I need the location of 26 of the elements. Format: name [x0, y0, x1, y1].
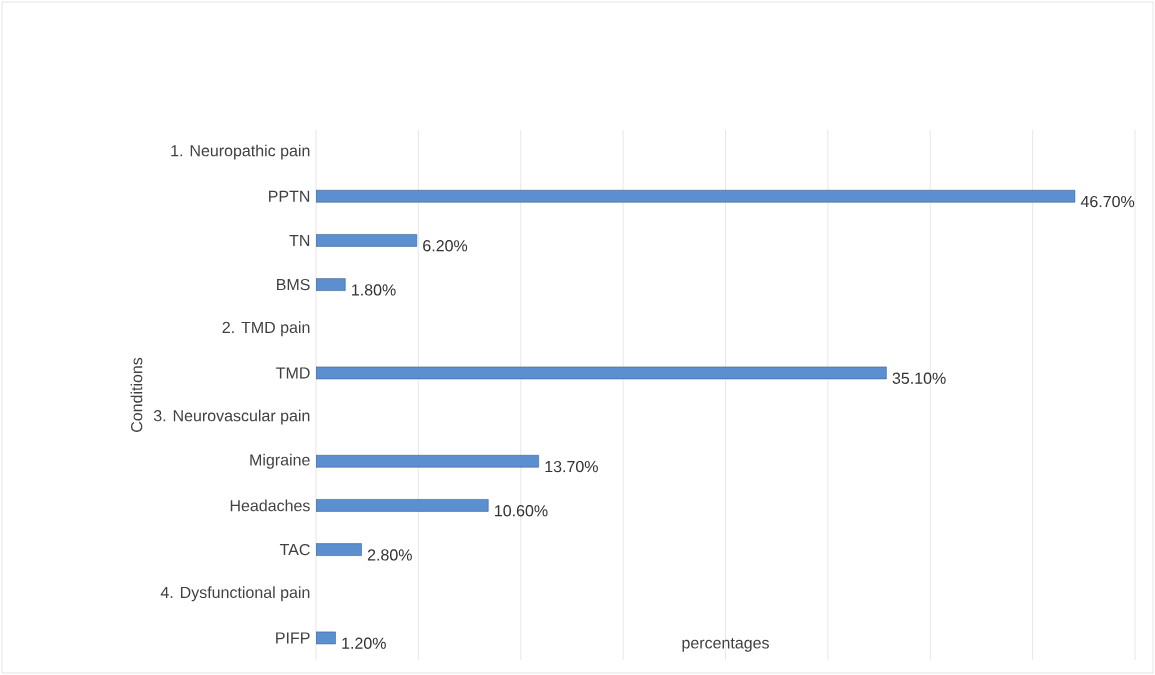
data-label: 46.70%: [1080, 195, 1135, 208]
y-tick-label: Headaches: [230, 499, 310, 512]
y-axis-title: Conditions: [130, 357, 143, 432]
y-tick-label: PIFP: [276, 632, 310, 644]
y-tick-label: PPTN: [269, 190, 310, 202]
bar: [316, 189, 1076, 203]
y-tick-label: 3. Neurovascular pain: [153, 409, 310, 425]
y-tick-label: TAC: [279, 543, 310, 556]
y-tick-label: BMS: [277, 278, 310, 291]
y-tick-label: 2. TMD pain: [222, 321, 310, 337]
data-label: 6.20%: [423, 240, 468, 252]
bar: [316, 234, 418, 247]
bar: [316, 454, 539, 468]
y-tick-label: TMD: [276, 367, 310, 379]
x-axis-title: percentages: [682, 638, 769, 652]
y-tick-label: 4. Dysfunctional pain: [160, 586, 310, 602]
data-label: 2.80%: [367, 549, 412, 561]
data-label: 13.70%: [545, 460, 598, 473]
data-label: 1.80%: [352, 284, 396, 296]
data-label: 35.10%: [892, 372, 946, 384]
y-tick-label: TN: [289, 234, 310, 246]
data-label: 1.20%: [342, 637, 386, 649]
y-tick-label: Migraine: [250, 453, 310, 469]
bar: [316, 499, 489, 512]
y-tick-label: 1. Neuropathic pain: [171, 144, 310, 160]
data-label: 10.60%: [495, 505, 548, 517]
